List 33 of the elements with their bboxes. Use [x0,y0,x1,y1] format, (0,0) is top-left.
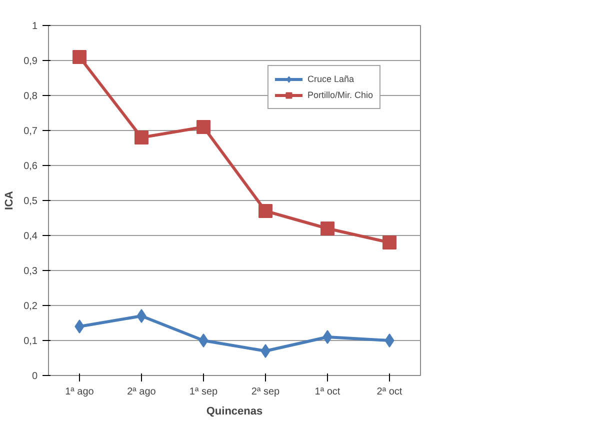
y-tick-label: 1 [32,21,38,32]
y-tick-label: 0,8 [24,91,38,102]
x-tick-label: 1ª oct [314,386,340,398]
x-tick-label: 2ª oct [376,386,402,398]
y-tick-label: 0,9 [24,56,38,67]
point [382,236,396,250]
point [384,334,394,348]
point [258,204,272,218]
x-tick-label: 2ª ago [127,386,156,398]
point [136,309,146,323]
y-tick-label: 0,5 [24,196,38,207]
point [74,320,84,334]
y-tick-label: 0,1 [24,336,38,347]
x-axis-title: Quincenas [206,406,263,418]
y-tick-label: 0,3 [24,266,38,277]
y-tick-label: 0,6 [24,161,38,172]
point [196,120,210,134]
y-tick-label: 0 [32,371,38,382]
x-tick-label: 2ª sep [251,386,280,398]
legend-label: Portillo/Mir. Chio [307,90,373,100]
y-tick-label: 0,7 [24,126,38,137]
point [260,344,270,358]
x-tick-label: 1ª ago [65,386,94,398]
y-tick-label: 0,2 [24,301,38,312]
y-tick-label: 0,4 [24,231,38,242]
x-tick-label: 1ª sep [189,386,218,398]
y-axis-title: ICA [4,190,16,210]
point [198,334,208,348]
point [72,50,86,64]
point [134,130,148,144]
point [320,222,334,236]
point [322,330,332,344]
legend-label: Cruce Laña [307,74,354,84]
